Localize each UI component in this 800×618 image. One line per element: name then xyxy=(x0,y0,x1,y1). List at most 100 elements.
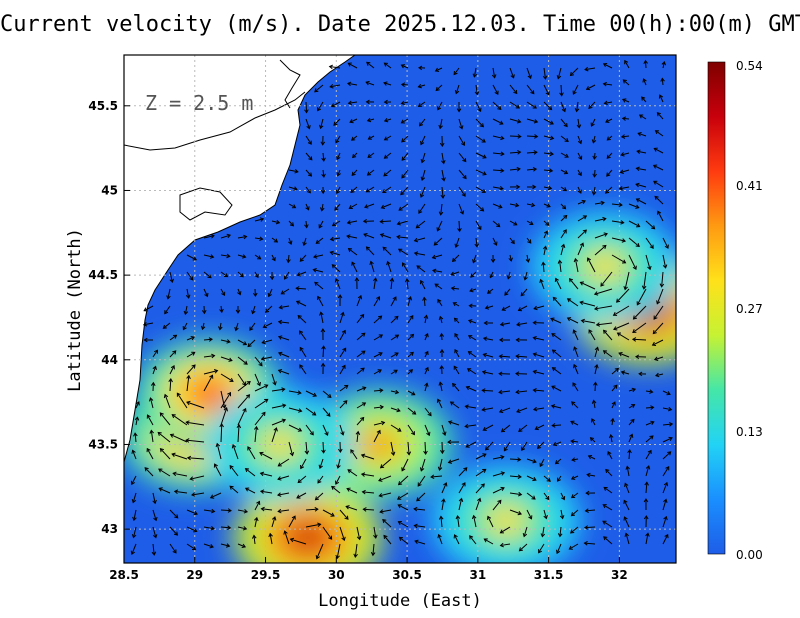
velocity-arrow xyxy=(151,543,157,556)
velocity-arrow xyxy=(271,254,276,262)
velocity-arrow xyxy=(383,152,392,159)
velocity-arrow xyxy=(632,322,647,334)
velocity-arrow xyxy=(254,500,261,511)
velocity-arrow xyxy=(592,169,597,178)
velocity-arrow xyxy=(297,475,307,484)
velocity-arrow xyxy=(347,469,358,477)
velocity-arrow xyxy=(559,509,565,520)
velocity-arrow xyxy=(162,322,171,329)
velocity-arrow xyxy=(354,277,360,290)
velocity-arrow xyxy=(254,217,265,222)
velocity-arrow xyxy=(552,296,562,307)
velocity-arrow xyxy=(552,441,562,447)
velocity-arrow xyxy=(424,350,429,358)
velocity-arrow xyxy=(320,328,326,341)
velocity-arrow xyxy=(209,492,222,499)
velocity-arrow xyxy=(436,220,443,232)
velocity-arrow xyxy=(339,424,345,436)
velocity-arrow xyxy=(492,455,505,460)
velocity-arrow xyxy=(594,232,608,239)
velocity-arrow xyxy=(169,526,179,536)
velocity-arrow xyxy=(335,475,341,485)
velocity-arrow xyxy=(397,475,409,486)
velocity-arrow xyxy=(570,492,579,499)
velocity-arrow xyxy=(278,351,290,358)
velocity-arrow xyxy=(585,84,596,91)
velocity-arrow xyxy=(146,447,154,460)
velocity-arrow xyxy=(331,264,341,273)
velocity-arrow xyxy=(658,94,664,103)
velocity-arrow xyxy=(458,135,465,146)
velocity-arrow xyxy=(363,233,375,239)
velocity-arrow xyxy=(450,286,460,291)
velocity-arrow xyxy=(611,367,620,375)
velocity-arrow xyxy=(237,356,248,365)
velocity-arrow xyxy=(603,486,613,494)
velocity-arrow xyxy=(654,195,664,205)
velocity-arrow xyxy=(606,169,613,177)
velocity-arrow xyxy=(458,482,466,494)
velocity-arrow xyxy=(583,525,596,530)
x-axis-title: Longitude (East) xyxy=(318,591,482,611)
velocity-arrow xyxy=(172,471,188,477)
velocity-arrow xyxy=(645,389,654,394)
velocity-arrow xyxy=(500,424,511,433)
velocity-arrow xyxy=(335,186,341,195)
velocity-arrow xyxy=(464,404,477,409)
velocity-arrow xyxy=(539,278,545,290)
velocity-arrow xyxy=(390,424,402,432)
velocity-arrow xyxy=(288,237,293,245)
velocity-arrow xyxy=(602,504,613,511)
velocity-arrow xyxy=(203,508,216,514)
velocity-arrow xyxy=(413,251,426,256)
velocity-arrow xyxy=(571,457,579,462)
velocity-arrow xyxy=(560,101,566,113)
velocity-arrow xyxy=(468,303,477,309)
velocity-arrow xyxy=(577,135,583,145)
velocity-arrow xyxy=(401,458,409,472)
velocity-arrow xyxy=(347,248,358,256)
velocity-arrow xyxy=(152,349,158,358)
velocity-arrow xyxy=(396,492,409,500)
velocity-arrow xyxy=(458,152,467,163)
velocity-arrow xyxy=(203,271,212,279)
velocity-arrow xyxy=(191,492,205,497)
velocity-arrow xyxy=(439,364,445,375)
velocity-arrow xyxy=(219,423,224,443)
y-tick-label-1: 43.5 xyxy=(88,437,118,451)
velocity-arrow xyxy=(373,369,382,375)
velocity-arrow xyxy=(183,305,189,316)
velocity-arrow xyxy=(152,526,158,539)
velocity-arrow xyxy=(398,248,409,256)
border-line xyxy=(124,91,306,151)
velocity-arrow xyxy=(271,373,277,386)
velocity-arrow xyxy=(288,186,298,191)
velocity-arrow xyxy=(509,237,515,245)
velocity-arrow xyxy=(662,515,668,528)
velocity-arrow xyxy=(454,237,460,249)
velocity-arrow xyxy=(560,229,567,239)
velocity-arrow xyxy=(608,433,614,443)
velocity-arrow xyxy=(305,522,322,528)
velocity-arrow xyxy=(322,424,329,437)
velocity-arrow xyxy=(551,367,562,375)
velocity-arrow xyxy=(554,277,562,290)
velocity-arrow xyxy=(337,294,343,307)
velocity-arrow xyxy=(169,271,174,284)
velocity-arrow xyxy=(203,543,214,549)
velocity-arrow xyxy=(254,356,263,367)
velocity-arrow xyxy=(158,468,171,477)
velocity-arrow xyxy=(653,180,664,188)
velocity-arrow xyxy=(503,441,511,452)
velocity-arrow xyxy=(333,118,341,126)
velocity-arrow xyxy=(433,237,443,246)
velocity-arrow xyxy=(418,65,426,71)
velocity-arrow xyxy=(521,441,528,451)
velocity-arrow xyxy=(364,203,375,209)
velocity-arrow xyxy=(152,365,157,375)
velocity-arrow xyxy=(643,515,649,528)
velocity-arrow xyxy=(305,203,310,211)
velocity-arrow xyxy=(271,427,278,443)
velocity-arrow xyxy=(347,62,358,69)
